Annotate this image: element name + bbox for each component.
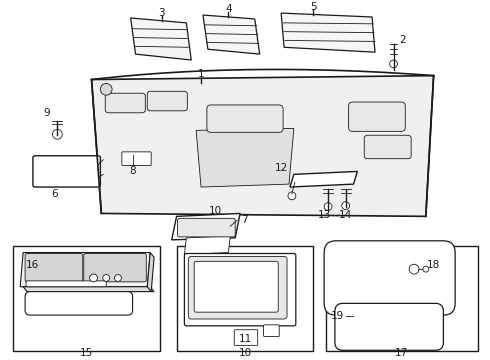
FancyBboxPatch shape — [264, 325, 279, 337]
Text: 10: 10 — [209, 206, 222, 216]
Text: 6: 6 — [51, 189, 58, 199]
Text: 9: 9 — [43, 108, 50, 118]
FancyBboxPatch shape — [184, 253, 296, 326]
Text: 8: 8 — [129, 166, 136, 176]
FancyBboxPatch shape — [122, 152, 151, 166]
FancyBboxPatch shape — [105, 93, 146, 113]
Bar — [176, 246, 314, 351]
FancyBboxPatch shape — [177, 218, 235, 237]
Text: 17: 17 — [395, 348, 408, 358]
FancyBboxPatch shape — [26, 281, 106, 287]
Polygon shape — [196, 129, 294, 187]
Polygon shape — [290, 171, 357, 187]
FancyBboxPatch shape — [147, 91, 187, 111]
FancyBboxPatch shape — [84, 253, 147, 282]
FancyBboxPatch shape — [194, 261, 278, 312]
Text: 18: 18 — [427, 260, 440, 270]
Circle shape — [288, 192, 296, 200]
FancyBboxPatch shape — [33, 156, 100, 187]
Polygon shape — [203, 15, 260, 54]
FancyBboxPatch shape — [335, 303, 443, 350]
Text: 10: 10 — [239, 348, 251, 358]
Polygon shape — [172, 213, 240, 240]
Text: 19: 19 — [331, 311, 344, 321]
Polygon shape — [184, 236, 230, 255]
Text: 11: 11 — [238, 333, 252, 343]
FancyBboxPatch shape — [188, 256, 287, 319]
Circle shape — [324, 203, 332, 211]
Text: 16: 16 — [26, 260, 40, 270]
Circle shape — [103, 275, 110, 282]
Text: 14: 14 — [339, 210, 352, 220]
Bar — [326, 246, 478, 351]
Text: 4: 4 — [225, 4, 232, 14]
Polygon shape — [131, 18, 191, 60]
Text: 7: 7 — [241, 215, 247, 225]
Circle shape — [390, 60, 397, 68]
Text: 15: 15 — [80, 348, 93, 358]
Polygon shape — [23, 287, 154, 292]
Text: 12: 12 — [274, 162, 288, 172]
Circle shape — [52, 129, 62, 139]
Circle shape — [342, 202, 349, 210]
Bar — [13, 246, 160, 351]
Text: 3: 3 — [159, 8, 165, 18]
Text: 5: 5 — [310, 2, 317, 12]
Text: 1: 1 — [197, 69, 204, 79]
Polygon shape — [281, 13, 375, 52]
Circle shape — [115, 275, 122, 282]
Text: 2: 2 — [399, 35, 406, 45]
Polygon shape — [147, 252, 154, 292]
FancyBboxPatch shape — [25, 292, 133, 315]
FancyBboxPatch shape — [348, 102, 405, 131]
FancyBboxPatch shape — [207, 105, 283, 132]
FancyBboxPatch shape — [234, 330, 258, 345]
Circle shape — [100, 84, 112, 95]
Circle shape — [90, 274, 98, 282]
FancyBboxPatch shape — [364, 135, 411, 159]
FancyBboxPatch shape — [25, 253, 83, 282]
FancyBboxPatch shape — [324, 241, 455, 315]
Polygon shape — [92, 76, 434, 216]
Text: 13: 13 — [318, 210, 331, 220]
Circle shape — [409, 264, 419, 274]
Circle shape — [423, 266, 429, 272]
Polygon shape — [20, 252, 150, 287]
